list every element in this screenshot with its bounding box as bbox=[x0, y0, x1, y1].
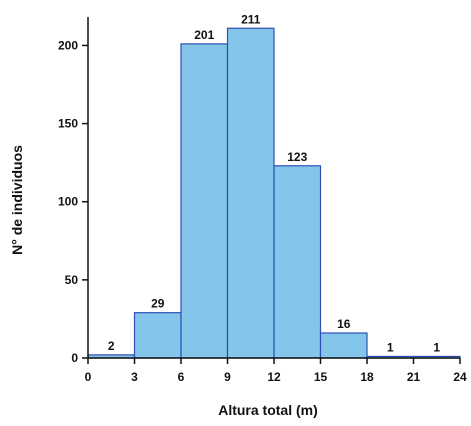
x-tick-label: 21 bbox=[407, 370, 421, 384]
y-axis-title: N° de individuos bbox=[9, 145, 25, 255]
x-tick-label: 24 bbox=[453, 370, 467, 384]
bar-value-label: 211 bbox=[241, 12, 261, 26]
histogram-bar bbox=[226, 27, 275, 359]
x-tick-label: 12 bbox=[267, 370, 281, 384]
x-tick-label: 0 bbox=[85, 370, 92, 384]
bar-value-label: 1 bbox=[387, 340, 394, 354]
x-ticks-group: 0 3 6 9 12 15 18 21 24 bbox=[85, 358, 467, 384]
x-tick-label: 3 bbox=[131, 370, 138, 384]
histogram-bar bbox=[273, 165, 322, 359]
y-tick-label: 150 bbox=[58, 117, 78, 131]
histogram-bar bbox=[133, 312, 182, 359]
x-tick-label: 9 bbox=[224, 370, 231, 384]
bar-labels-group: 2 29 201 211 123 16 1 1 bbox=[108, 12, 441, 354]
x-tick-label: 18 bbox=[360, 370, 374, 384]
x-axis-title: Altura total (m) bbox=[218, 402, 318, 418]
bar-value-label: 2 bbox=[108, 339, 115, 353]
y-tick-label: 200 bbox=[58, 38, 78, 52]
x-tick-label: 15 bbox=[314, 370, 328, 384]
y-ticks-group: 0 50 100 150 200 bbox=[58, 38, 88, 365]
y-tick-label: 100 bbox=[58, 195, 78, 209]
y-tick-label: 50 bbox=[65, 273, 79, 287]
bar-value-label: 29 bbox=[151, 297, 165, 311]
bar-value-label: 16 bbox=[337, 317, 351, 331]
bar-value-label: 1 bbox=[433, 340, 440, 354]
bar-value-label: 123 bbox=[287, 150, 307, 164]
x-tick-label: 6 bbox=[178, 370, 185, 384]
y-tick-label: 0 bbox=[71, 351, 78, 365]
histogram-bar bbox=[180, 43, 229, 359]
histogram-bar bbox=[319, 332, 368, 359]
bar-value-label: 201 bbox=[194, 28, 214, 42]
bars-group bbox=[87, 27, 461, 359]
